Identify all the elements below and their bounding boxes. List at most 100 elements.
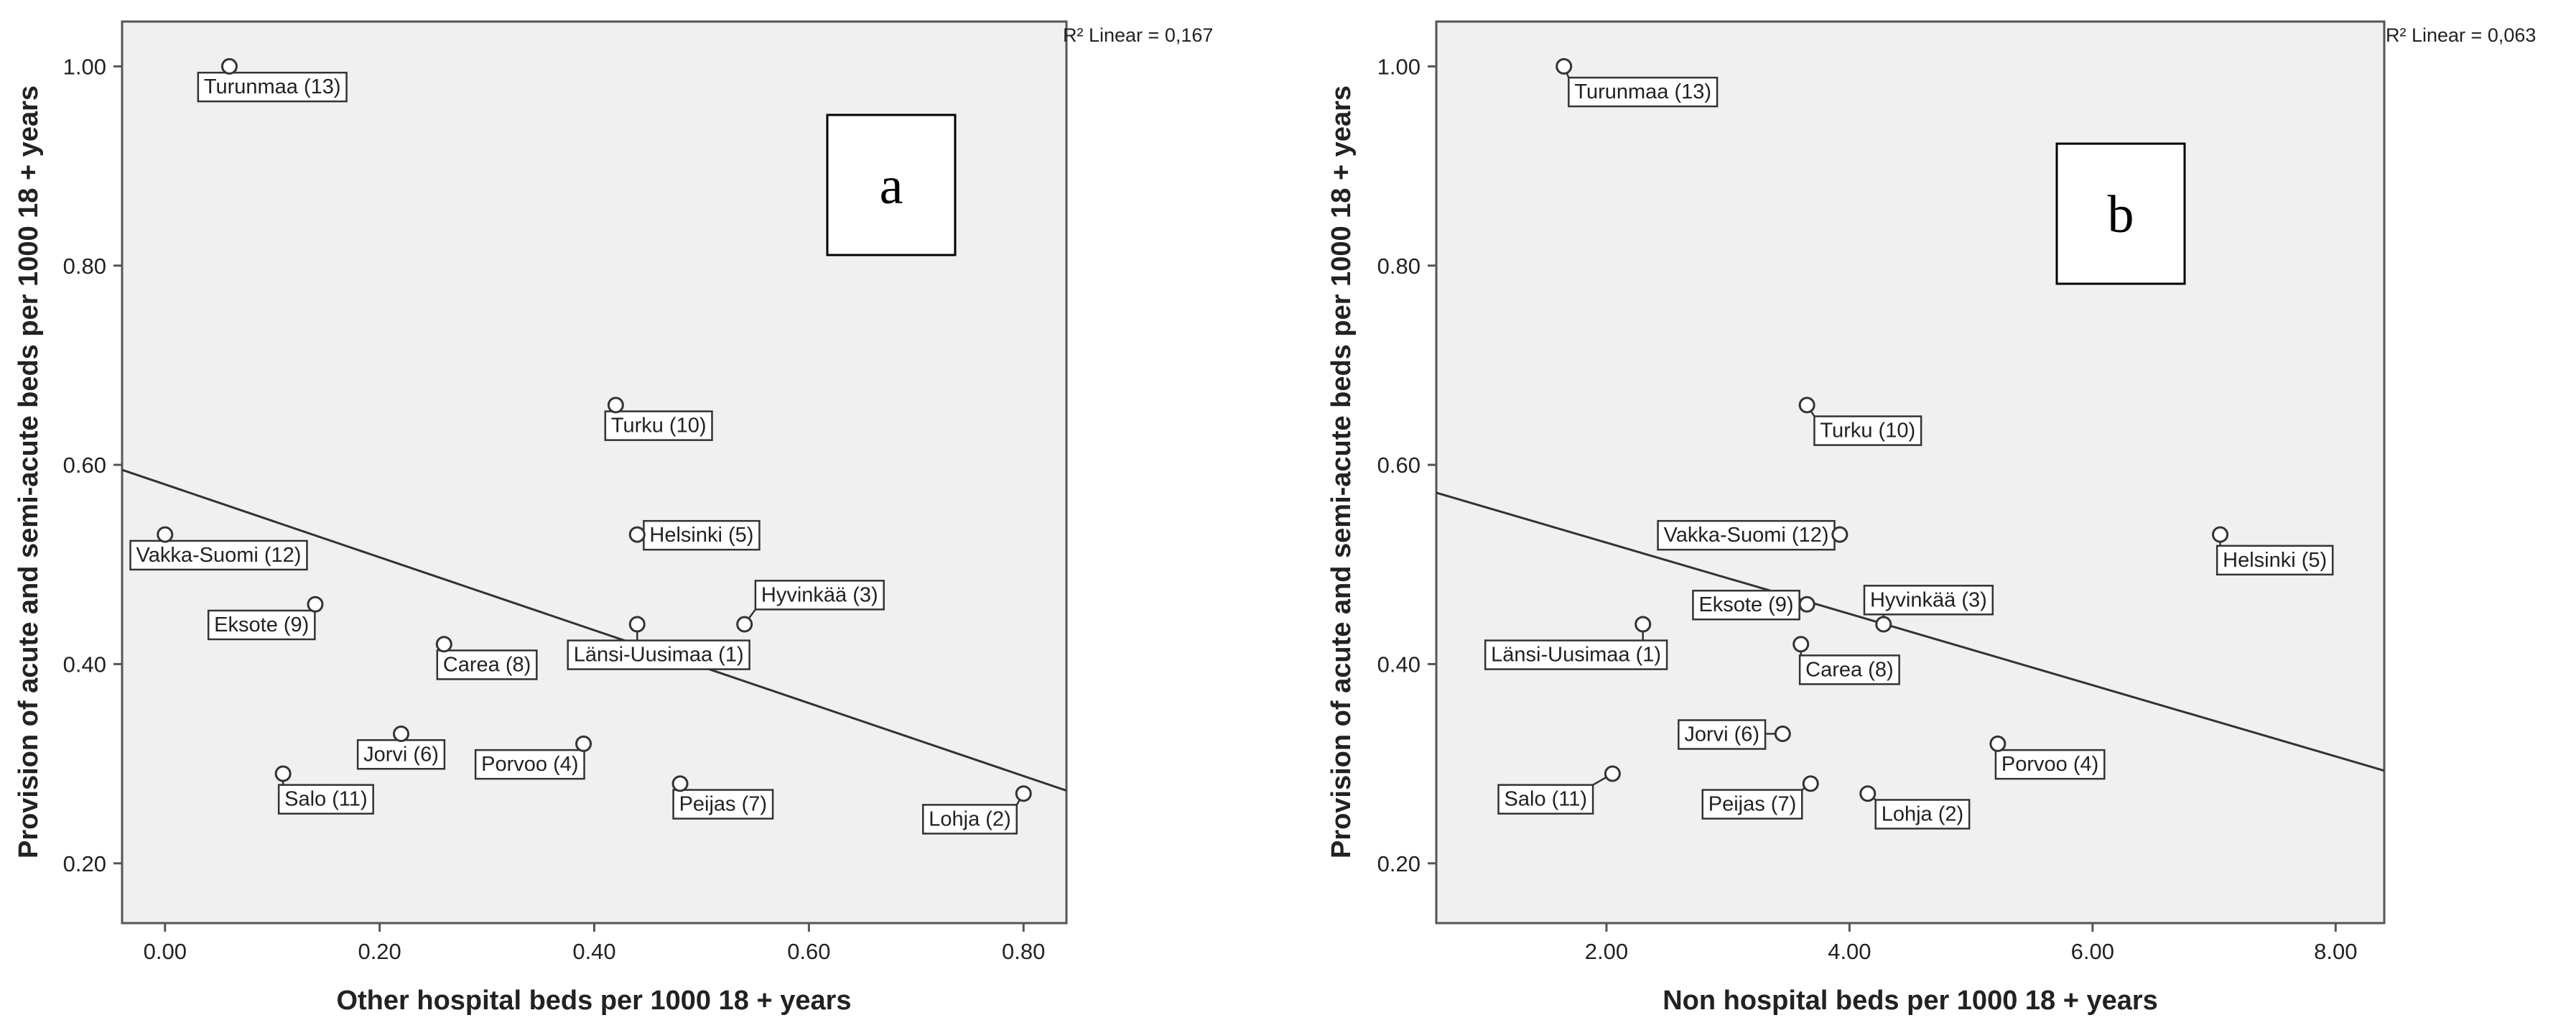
x-tick-label: 6.00 (2071, 939, 2114, 964)
point-label-group: Helsinki (5) (637, 519, 761, 551)
x-axis-title: Non hospital beds per 1000 18 + years (1663, 986, 2158, 1016)
point-label: Lohja (2) (1882, 802, 1963, 825)
point-label: Turku (10) (1820, 420, 1915, 443)
y-tick-label: 0.40 (1377, 652, 1420, 677)
data-points (157, 57, 1032, 802)
point-label: Turunmaa (13) (204, 75, 341, 98)
r2-label: R² Linear = 0,063 (2386, 24, 2536, 46)
data-point (1802, 775, 1819, 792)
y-axis-title: Provision of acute and semi-acute beds p… (1326, 85, 1357, 858)
fit-line (121, 468, 1067, 792)
chart-panel-a: 0.00 0.20 0.40 0.60 0.80 0.20 0.40 0.60 0.80 1.00… (14, 20, 1213, 1016)
data-point (2212, 526, 2229, 543)
label-box (922, 804, 1018, 835)
label-box (474, 749, 585, 780)
label-box (356, 739, 446, 770)
axis-ticks: 2.00 4.00 6.00 8.00 0.20 0.40 0.60 0.80 1.00 (1377, 54, 2358, 964)
point-label: Porvoo (4) (481, 753, 578, 776)
label-box (1863, 585, 1994, 616)
panel-label-box: b (2055, 142, 2186, 285)
y-tick-label: 0.60 (1377, 453, 1420, 478)
label-box (1813, 415, 1922, 446)
point-label: Eksote (9) (214, 613, 309, 636)
data-point (736, 616, 753, 633)
label-box (277, 784, 374, 815)
point-label-group: Lohja (2) (922, 793, 1025, 835)
data-point (575, 735, 592, 752)
point-label-group: Salo (11) (1497, 772, 1614, 815)
point-label: Peijas (7) (679, 793, 768, 816)
data-point (220, 57, 238, 75)
point-label-group: Porvoo (4) (1994, 744, 2106, 780)
point-label-group: Turku (10) (604, 404, 713, 441)
point-label: Hyvinkää (3) (761, 583, 878, 606)
data-point (1875, 616, 1892, 633)
chart-panel-b: 2.00 4.00 6.00 8.00 0.20 0.40 0.60 0.80 1.00 Tur… (1326, 20, 2536, 1016)
data-point (1604, 765, 1621, 782)
data-point (628, 526, 646, 543)
point-label: Jorvi (6) (363, 743, 439, 766)
label-box (754, 580, 885, 611)
point-label: Helsinki (5) (649, 524, 753, 547)
y-tick-label: 0.80 (63, 254, 106, 279)
x-tick-label: 0.00 (144, 939, 187, 964)
point-label: Porvoo (4) (2001, 753, 2098, 776)
point-label: Helsinki (5) (2223, 549, 2327, 572)
label-box (2215, 545, 2334, 576)
point-label: Länsi-Uusimaa (1) (574, 644, 744, 667)
point-label-group: Helsinki (5) (2215, 534, 2334, 576)
point-label: Turku (10) (611, 414, 707, 437)
data-point (1989, 735, 2007, 752)
label-box (1484, 639, 1668, 670)
data-point (1798, 397, 1815, 414)
y-tick-label: 1.00 (1377, 54, 1420, 79)
point-label: Vakka-Suomi (12) (1664, 524, 1829, 547)
axis-ticks: 0.00 0.20 0.40 0.60 0.80 0.20 0.40 0.60 0.80 1.00 (63, 54, 1046, 964)
data-point (1831, 526, 1849, 543)
plot-area (1435, 20, 2386, 925)
point-label-group: Jorvi (6) (1678, 719, 1783, 750)
data-point (157, 526, 174, 543)
point-label: Länsi-Uusimaa (1) (1491, 644, 1661, 667)
y-axis-title: Provision of acute and semi-acute beds p… (14, 85, 44, 858)
point-label: Turunmaa (13) (1574, 80, 1711, 103)
label-box (567, 639, 750, 670)
point-label-group: Eksote (9) (207, 604, 317, 641)
x-tick-label: 2.00 (1585, 939, 1628, 964)
point-label-group: Salo (11) (277, 773, 374, 815)
label-box (604, 410, 713, 441)
data-point (1798, 596, 1815, 613)
label-box (643, 519, 761, 551)
x-tick-label: 0.80 (1002, 939, 1045, 964)
x-tick-label: 4.00 (1828, 939, 1871, 964)
x-axis-title: Other hospital beds per 1000 18 + years (336, 986, 851, 1016)
label-box (1874, 799, 1971, 830)
r2-label: R² Linear = 0,167 (1063, 24, 1213, 46)
data-point (274, 765, 292, 782)
point-label-group: Turunmaa (13) (1563, 65, 1719, 108)
point-label-group: Jorvi (6) (356, 733, 446, 770)
point-label-group: Porvoo (4) (474, 744, 585, 780)
point-labels: Turunmaa (13) Turku (10) Vakka-Suomi (12) H… (1484, 65, 2334, 830)
point-label-group: Länsi-Uusimaa (1) (567, 624, 750, 670)
data-point (1015, 785, 1032, 802)
point-label-group: Turunmaa (13) (197, 66, 348, 103)
point-label: Peijas (7) (1708, 793, 1797, 816)
point-label: Salo (11) (1505, 788, 1588, 811)
data-point (671, 775, 689, 792)
data-point (607, 397, 624, 414)
y-tick-label: 0.60 (63, 453, 106, 478)
point-label-group: Vakka-Suomi (12) (129, 534, 308, 571)
label-box (1497, 784, 1594, 815)
label-box (197, 71, 348, 103)
panel-label-box: a (826, 114, 957, 256)
y-tick-label: 0.80 (1377, 254, 1420, 279)
label-box (129, 539, 308, 571)
label-box (672, 789, 774, 820)
y-tick-label: 0.20 (1377, 851, 1420, 876)
label-box (436, 649, 538, 680)
fit-line-group (1436, 491, 2385, 772)
point-label-group: Peijas (7) (1701, 782, 1811, 820)
data-point (1792, 636, 1810, 653)
